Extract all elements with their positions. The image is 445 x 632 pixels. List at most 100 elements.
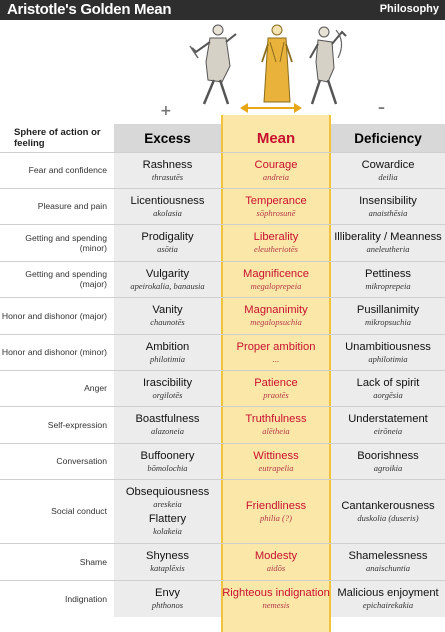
deficiency-cell-bg — [331, 544, 445, 580]
deficiency-cell-bg — [331, 581, 445, 617]
mean-term: Righteous indignation nemesis — [222, 587, 330, 610]
sphere-label: Getting and spending (major) — [25, 269, 107, 289]
deficiency-term-greek: agroikia — [373, 462, 403, 473]
excess-term: Envy phthonos — [152, 587, 183, 610]
mean-column-highlight — [221, 115, 331, 632]
deficiency-term-greek: epichairekakia — [362, 600, 414, 610]
excess-term: Vanity chaunotēs — [150, 304, 184, 327]
mean-term-name: Modesty — [254, 550, 298, 562]
deficiency-term: Illiberality / Meanness aneleutheria — [334, 231, 442, 254]
deficiency-cell: Boorishness agroikia — [331, 443, 445, 479]
mean-term-greek: megaloprepeia — [250, 280, 302, 291]
deficiency-cell-bg — [331, 480, 445, 543]
mean-term-name: Patience — [254, 376, 298, 389]
excess-term-greek: orgilotēs — [152, 389, 183, 400]
subject-label: Philosophy — [379, 3, 439, 15]
excess-term-greek: kolakeia — [153, 526, 182, 536]
sphere-label: Social conduct — [51, 506, 107, 516]
excess-term-name: Buffoonery — [140, 449, 195, 462]
excess-cell-bg — [114, 189, 221, 224]
mean-term-greek: praotēs — [263, 389, 289, 400]
excess-term: Prodigality asōtia — [141, 231, 193, 254]
excess-term-greek: chaunotēs — [150, 317, 185, 327]
mean-cell: Temperance sōphrosunē — [221, 188, 331, 224]
deficiency-term-name: Unambitiousness — [345, 340, 431, 353]
deficiency-cell: Lack of spirit aorgēsia — [331, 370, 445, 406]
excess-term-greek: thrasutēs — [151, 171, 184, 182]
deficiency-cell-bg — [331, 371, 445, 406]
deficiency-cell: Understatement eirōneia — [331, 406, 445, 443]
deficiency-cell-bg — [331, 407, 445, 443]
deficiency-term-name: Illiberality / Meanness — [334, 231, 442, 243]
deficiency-term: Shamelessness anaischuntia — [349, 550, 428, 573]
row-divider — [0, 224, 445, 225]
header-bar: Aristotle's Golden Mean Philosophy — [0, 0, 445, 20]
minus-sign: – — [378, 100, 385, 116]
sphere-label: Self-expression — [47, 419, 107, 430]
sphere-label: Getting and spending (minor) — [25, 232, 107, 253]
deficiency-term-greek: aneleutheria — [366, 244, 410, 254]
deficiency-term: Malicious enjoyment epichairekakia — [337, 587, 438, 610]
deficiency-term: Lack of spirit aorgēsia — [357, 377, 420, 400]
row-divider — [0, 188, 445, 189]
mean-cell: Magnificence megaloprepeia — [221, 261, 331, 297]
deficiency-term: Cowardice deilia — [362, 159, 415, 182]
mean-term-name: Courage — [254, 158, 298, 171]
row-divider — [0, 152, 445, 153]
row-divider — [0, 334, 445, 335]
mean-term-name: Righteous indignation — [222, 587, 330, 599]
deficiency-cell: Cantankerousness duskolia (duseris) — [331, 479, 445, 543]
deficiency-cell: Pettiness mikroprepeia — [331, 261, 445, 297]
excess-term-name: Vanity — [152, 304, 183, 316]
mean-term-greek: philia (?) — [260, 512, 292, 523]
deficiency-term-greek: aorgēsia — [373, 389, 403, 400]
deficiency-cell-bg — [331, 225, 445, 261]
mean-cell: Patience praotēs — [221, 370, 331, 406]
mean-term-greek: sōphrosunē — [256, 207, 296, 218]
page-title: Aristotle's Golden Mean — [7, 1, 172, 18]
excess-term-greek: kataplēxis — [150, 563, 185, 573]
excess-cell-bg — [114, 298, 221, 334]
excess-cell: Licentiousness akolasia — [114, 188, 221, 224]
excess-term-name: Shyness — [146, 550, 189, 562]
deficiency-term-greek: anaisthēsia — [368, 207, 408, 218]
mean-cell: Friendliness philia (?) — [221, 479, 331, 543]
excess-cell-bg — [114, 225, 221, 261]
excess-term-greek: phthonos — [151, 600, 184, 610]
deficiency-cell: Illiberality / Meanness aneleutheria — [331, 224, 445, 261]
deficiency-term-greek: anaischuntia — [366, 563, 410, 573]
excess-cell-bg — [114, 480, 221, 543]
row-divider — [0, 261, 445, 262]
excess-term: Obsequiousness areskeia — [126, 486, 209, 509]
deficiency-cell: Malicious enjoyment epichairekakia — [331, 580, 445, 617]
deficiency-cell-bg — [331, 335, 445, 370]
deficiency-cell-bg — [331, 298, 445, 334]
excess-cell-bg — [114, 262, 221, 297]
excess-term-name: Licentiousness — [130, 194, 205, 207]
mean-term-name: Truthfulness — [245, 413, 307, 425]
excess-term-name: Rashness — [142, 158, 193, 171]
sphere-label: Pleasure and pain — [37, 201, 107, 211]
excess-cell-bg — [114, 444, 221, 479]
row-divider — [0, 580, 445, 581]
excess-figure-illustration — [189, 24, 237, 105]
mean-term: Courage andreia — [255, 159, 298, 182]
sphere-label: Anger — [84, 383, 107, 393]
deficiency-term: Cantankerousness duskolia (duseris) — [341, 500, 434, 523]
deficiency-term: Unambitiousness aphilotimia — [345, 341, 431, 364]
deficiency-term-name: Boorishness — [357, 449, 419, 462]
deficiency-term: Pusillanimity mikropsuchia — [357, 304, 419, 327]
excess-term-greek: akolasia — [153, 207, 182, 218]
excess-term-name: Envy — [155, 587, 180, 599]
mean-term: Temperance sōphrosunē — [245, 195, 307, 218]
mean-term: Patience praotēs — [254, 377, 298, 400]
row-divider — [0, 479, 445, 480]
mean-term-name: Magnanimity — [244, 304, 308, 316]
excess-cell: Vulgarity apeirokalia, banausia — [114, 261, 221, 297]
mean-term: Magnanimity megalopsuchia — [244, 304, 307, 327]
deficiency-term: Pettiness mikroprepeia — [365, 268, 411, 291]
excess-cell: Prodigality asōtia — [114, 224, 221, 261]
sphere-label: Shame — [79, 556, 107, 567]
mean-cell: Modesty aidōs — [221, 543, 331, 580]
mean-cell: Proper ambition... — [221, 334, 331, 370]
